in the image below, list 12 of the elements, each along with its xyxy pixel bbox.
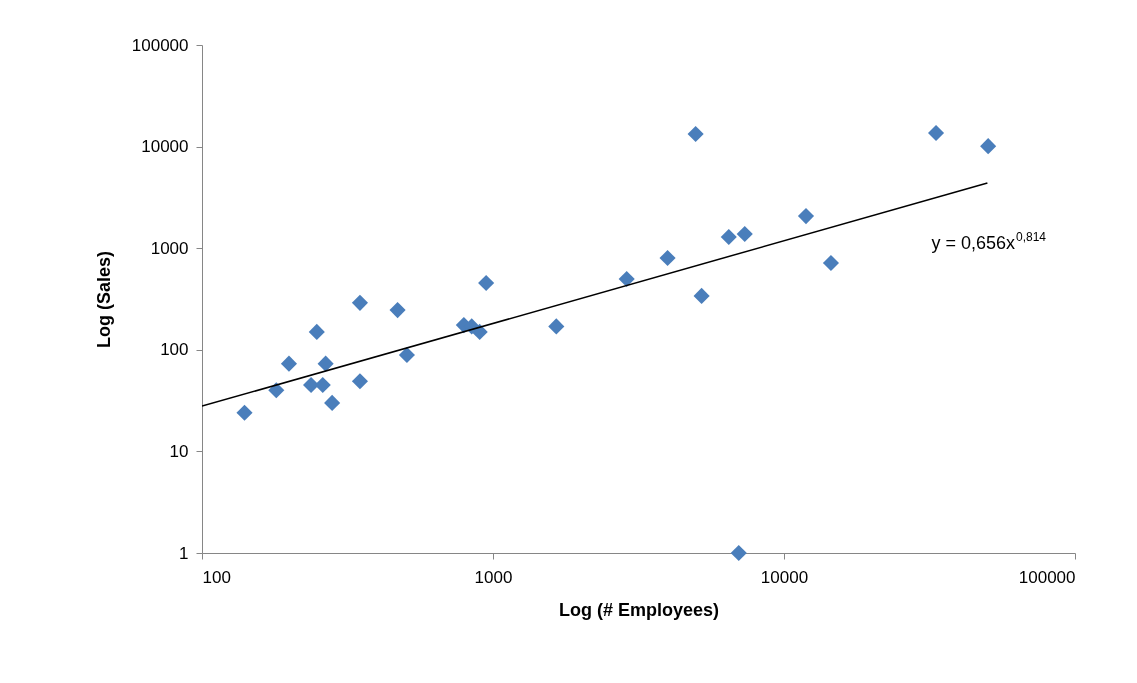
y-tick-label: 100000	[131, 35, 189, 55]
x-tick-label: 100	[202, 567, 231, 587]
y-tick-label: 10	[169, 441, 189, 461]
y-tick-label: 1000	[150, 238, 189, 258]
x-tick-label: 100000	[1018, 567, 1076, 587]
y-tick-label: 1	[179, 543, 189, 563]
x-axis-title: Log (# Employees)	[558, 599, 720, 620]
y-tick-label: 100	[160, 340, 189, 360]
x-tick-label: 1000	[474, 567, 513, 587]
y-tick-label: 10000	[141, 137, 189, 157]
y-axis-title: Log (Sales)	[93, 250, 114, 349]
x-tick-label: 10000	[760, 567, 809, 587]
